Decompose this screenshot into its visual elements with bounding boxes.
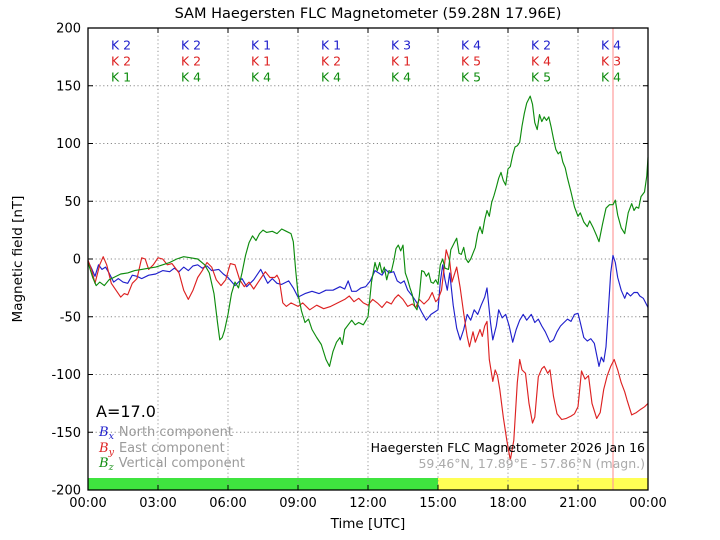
k-index-bx-bin5: K 4	[461, 38, 481, 53]
x-tick-label: 00:00	[69, 496, 106, 511]
x-axis-label: Time [UTC]	[330, 516, 406, 532]
k-index-bx-bin7: K 4	[601, 38, 621, 53]
x-tick-label: 00:00	[629, 496, 666, 511]
k-index-by-bin6: K 4	[531, 54, 551, 69]
axis-ticks	[87, 27, 649, 491]
data-series	[87, 95, 649, 461]
k-index-by-bin7: K 3	[601, 54, 621, 69]
k-index-by-bin2: K 1	[251, 54, 271, 69]
axis-tick-labels: 00:00 03:00 06:00 09:00 12:00 15:00 18:00 21:00…	[51, 22, 666, 512]
k-index-bz-bin5: K 5	[461, 70, 481, 85]
x-tick-label: 06:00	[209, 496, 246, 511]
activity-bar	[88, 478, 648, 490]
k-index-by-bin4: K 1	[391, 54, 411, 69]
series-line-by	[87, 249, 649, 461]
chart-title: SAM Haegersten FLC Magnetometer (59.28N …	[175, 6, 562, 22]
grid-lines	[88, 28, 648, 490]
series-line-bx	[87, 254, 649, 367]
k-index-bx-bin1: K 2	[181, 38, 201, 53]
k-index-bx-bin3: K 1	[321, 38, 341, 53]
k-index-bz-bin2: K 4	[251, 70, 271, 85]
legend-label-vertical: Vertical component	[119, 456, 245, 471]
a-index-annotation: A=17.0	[96, 402, 156, 421]
k-index-bx-bin4: K 3	[391, 38, 411, 53]
y-tick-label: 100	[56, 137, 81, 152]
x-tick-label: 03:00	[139, 496, 176, 511]
x-tick-label: 09:00	[279, 496, 316, 511]
x-tick-label: 21:00	[559, 496, 596, 511]
legend-item-by: By East component	[98, 441, 225, 458]
legend-item-bz: Bz Vertical component	[98, 456, 245, 473]
k-index-by-bin0: K 2	[111, 54, 131, 69]
k-index-bx-bin6: K 2	[531, 38, 551, 53]
y-tick-label: 0	[73, 253, 81, 268]
y-tick-label: -50	[60, 310, 81, 325]
bx-symbol: B	[98, 425, 109, 440]
station-annotation-line2: 59.46°N, 17.89°E - 57.86°N (magn.)	[418, 456, 645, 471]
y-tick-label: 200	[56, 22, 81, 37]
legend-item-bx: Bx North component	[98, 425, 233, 442]
k-index-by-bin5: K 5	[461, 54, 481, 69]
y-tick-label: -200	[51, 484, 81, 499]
y-tick-label: 50	[64, 195, 81, 210]
y-axis-label: Magnetic field [nT]	[10, 196, 26, 323]
k-index-bz-bin3: K 4	[321, 70, 341, 85]
k-index-bz-bin6: K 5	[531, 70, 551, 85]
by-symbol: B	[98, 441, 109, 456]
bz-symbol: B	[98, 456, 109, 471]
k-index-by-bin3: K 2	[321, 54, 341, 69]
legend-label-east: East component	[119, 441, 225, 456]
activity-bar-segment-0	[88, 478, 438, 490]
activity-bar-segment-1	[438, 478, 648, 490]
series-line-bz	[87, 95, 649, 367]
k-index-by-bin1: K 2	[181, 54, 201, 69]
y-tick-label: 150	[56, 79, 81, 94]
k-index-bx-bin0: K 2	[111, 38, 131, 53]
k-index-bz-bin4: K 4	[391, 70, 411, 85]
x-tick-label: 12:00	[349, 496, 386, 511]
k-index-bz-bin7: K 4	[601, 70, 621, 85]
legend: Bx North component By East component Bz Ver…	[98, 425, 245, 473]
k-index-bz-bin0: K 1	[111, 70, 131, 85]
k-index-bz-bin1: K 4	[181, 70, 201, 85]
y-tick-label: -100	[51, 368, 81, 383]
legend-label-north: North component	[119, 425, 233, 440]
k-index-bx-bin2: K 1	[251, 38, 271, 53]
station-annotation-line1: Haegersten FLC Magnetometer 2026 Jan 16	[371, 440, 645, 455]
x-tick-label: 15:00	[419, 496, 456, 511]
y-tick-label: -150	[51, 426, 81, 441]
x-tick-label: 18:00	[489, 496, 526, 511]
